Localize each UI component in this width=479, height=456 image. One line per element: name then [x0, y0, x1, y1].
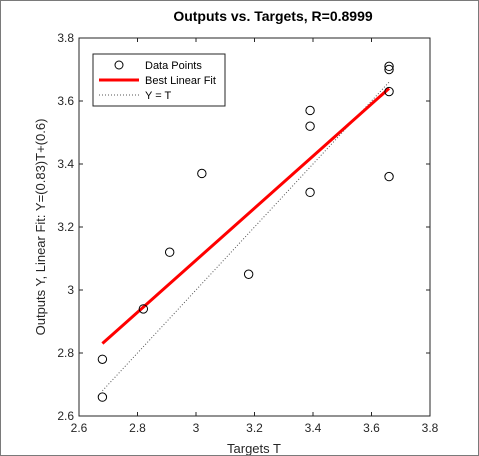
data-point [97, 354, 108, 364]
y-tick-label: 3.2 [57, 220, 74, 234]
y-tick-label: 3 [67, 283, 74, 297]
y-tick-label: 2.6 [57, 409, 74, 423]
x-tick-label: 3 [193, 421, 200, 435]
data-point [384, 64, 394, 75]
y-tick-label: 2.8 [57, 346, 74, 360]
y-tick-label: 3.4 [57, 157, 74, 171]
legend-label: Best Linear Fit [145, 75, 216, 87]
x-tick-label: 3.8 [422, 421, 439, 435]
data-point [305, 105, 315, 116]
y-tick-label: 3.8 [57, 31, 74, 45]
data-point [384, 86, 394, 97]
data-point [305, 121, 315, 131]
data-point [138, 304, 149, 314]
data-point [197, 168, 207, 179]
x-tick-label: 2.6 [71, 421, 88, 435]
chart-title: Outputs vs. Targets, R=0.8999 [173, 8, 373, 24]
legend-label: Data Points [145, 60, 202, 72]
legend: Data Points Best Linear Fit Y = T [92, 53, 226, 107]
x-axis-label: Targets T [227, 441, 281, 456]
x-tick-label: 2.8 [129, 421, 146, 435]
data-point [384, 171, 394, 182]
x-tick-label: 3.4 [305, 421, 322, 435]
x-tick-label: 3.2 [246, 421, 263, 435]
y-tick-label: 3.6 [57, 94, 74, 108]
best-fit-line [101, 87, 391, 345]
legend-marker-data-points [114, 60, 124, 70]
data-point [97, 392, 108, 402]
data-point [305, 187, 315, 198]
y-axis-label: Outputs Y, Linear Fit: Y=(0.83)T+(0.6) [33, 119, 48, 336]
data-point [384, 61, 394, 72]
legend-label: Y = T [145, 90, 171, 102]
x-tick-label: 3.6 [363, 421, 380, 435]
identity-line [102, 81, 390, 392]
ticks: 2.6 2.8 3 3.2 3.4 3.6 3.8 2.6 2.8 3 3.2 3.4 3.6 3.8 [57, 31, 438, 435]
data-point [243, 269, 254, 279]
series [97, 61, 394, 402]
data-point [164, 247, 175, 257]
